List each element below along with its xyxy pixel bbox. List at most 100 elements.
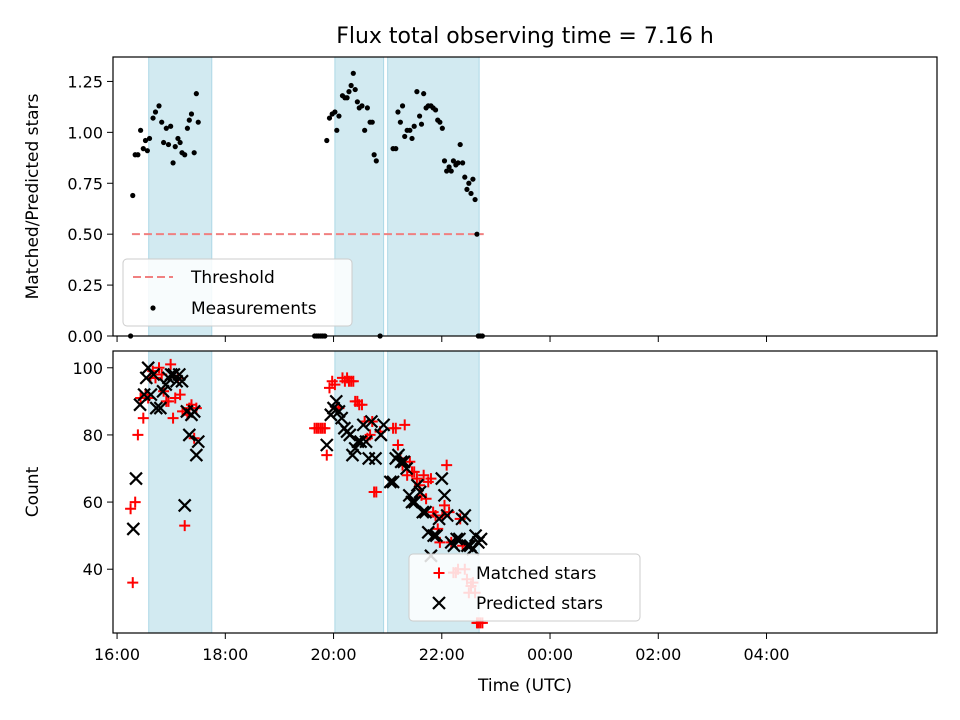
measurement-point <box>468 190 474 197</box>
predicted-star-point <box>320 438 334 452</box>
matched-star-point <box>399 419 411 431</box>
measurement-point <box>324 137 330 144</box>
matched-star-point <box>127 577 139 589</box>
matched-star-point <box>441 459 453 471</box>
measurement-point <box>448 168 454 174</box>
matched-star-point <box>438 499 450 511</box>
legend-matched-label: Matched stars <box>476 564 596 584</box>
measurement-point <box>175 135 181 142</box>
matched-star-point <box>321 449 333 461</box>
predicted-star-point <box>334 411 349 425</box>
predicted-star-point <box>374 428 388 442</box>
counts-y-axis-label: Count <box>23 466 43 517</box>
predicted-star-point <box>329 394 344 409</box>
counts-panel: 40 60 80 100 Count Matched stars Predicted s… <box>23 350 938 639</box>
measurement-point <box>437 119 443 125</box>
measurement-point <box>421 91 427 97</box>
matched-star-point <box>411 473 423 485</box>
y-tick-label: 0.75 <box>67 174 103 193</box>
y-tick-label: 60 <box>83 493 103 512</box>
measurement-point <box>326 115 333 121</box>
measurement-point <box>350 70 356 76</box>
measurement-point <box>159 119 165 125</box>
legend-measurement-swatch <box>150 305 156 311</box>
matched-star-point <box>153 362 165 374</box>
predicted-star-point <box>432 596 446 610</box>
measurement-points <box>127 70 485 339</box>
counts-plot-frame <box>112 350 938 634</box>
measurement-point <box>450 158 457 164</box>
predicted-star-point <box>416 505 430 519</box>
predicted-star-point <box>356 418 371 432</box>
y-tick-label: 80 <box>83 426 103 445</box>
predicted-star-point <box>177 498 192 513</box>
counts-y-axis: 40 60 80 100 <box>72 359 768 639</box>
predicted-star-point <box>187 404 201 419</box>
time-x-axis: 16:00 18:00 20:00 22:00 00:00 02:00 04:00 <box>94 645 790 664</box>
ratio-y-axis: 0.00 0.25 0.50 0.75 1.00 1.25 <box>67 72 768 346</box>
x-tick-label: 02:00 <box>635 645 681 664</box>
measurement-point <box>362 127 368 133</box>
measurement-point <box>168 123 174 129</box>
y-tick-label: 1.25 <box>67 72 103 91</box>
predicted-star-point <box>182 428 197 442</box>
measurement-point <box>462 174 468 180</box>
x-tick-label: 00:00 <box>527 645 573 664</box>
predicted-star-point <box>405 495 419 509</box>
predicted-star-point <box>359 434 373 449</box>
predicted-star-point <box>474 532 488 546</box>
predicted-star-point <box>432 512 446 526</box>
matched-star-point <box>329 379 341 391</box>
predicted-star-point <box>440 508 454 523</box>
measurement-point <box>135 152 141 158</box>
matched-star-point <box>132 429 144 441</box>
measurement-point <box>130 192 136 199</box>
measurement-point <box>150 115 156 121</box>
matched-star-point <box>179 520 191 532</box>
measurement-point <box>165 141 172 148</box>
measurement-point <box>464 186 470 192</box>
measurement-point <box>395 109 401 115</box>
matched-star-point <box>319 422 331 434</box>
matched-star-point <box>370 486 382 498</box>
measurement-point <box>397 119 403 125</box>
matched-star-point <box>390 422 402 434</box>
measurement-point <box>444 168 450 174</box>
predicted-star-point <box>126 522 141 536</box>
predicted-star-point <box>383 475 398 489</box>
measurement-point <box>470 176 476 182</box>
measurement-point <box>407 127 413 133</box>
measurement-point <box>344 95 350 101</box>
predicted-star-point <box>133 397 147 412</box>
measurement-point <box>393 146 399 152</box>
measurement-point <box>346 89 352 95</box>
predicted-star-point <box>418 505 433 519</box>
ratio-y-axis-label: Matched/Predicted stars <box>23 93 43 299</box>
legend-threshold-label: Threshold <box>190 268 275 288</box>
measurement-point <box>359 103 365 109</box>
predicted-star-point <box>146 367 161 382</box>
matched-star-point <box>356 399 368 411</box>
predicted-star-point <box>435 471 449 486</box>
ratio-plot-frame <box>112 56 938 337</box>
measurement-point <box>156 103 162 109</box>
measurement-point <box>460 160 466 166</box>
measurement-point <box>142 137 149 144</box>
measurement-point <box>446 164 452 170</box>
matched-star-point <box>425 473 437 485</box>
ratio-panel: 0.00 0.25 0.50 0.75 1.00 1.25 Matched/Predict… <box>23 56 938 346</box>
measurement-point <box>457 141 463 148</box>
measurement-point <box>411 123 417 129</box>
predicted-star-point <box>386 475 400 489</box>
predicted-star-point <box>407 495 422 509</box>
predicted-star-point <box>189 448 204 462</box>
matched-star-point <box>392 439 404 451</box>
measurement-point <box>352 86 358 93</box>
measurement-point <box>161 139 167 146</box>
measurement-point <box>348 82 354 89</box>
legend-predicted-label: Predicted stars <box>476 594 603 614</box>
measurement-point <box>373 158 379 164</box>
observing-window-band <box>387 56 480 337</box>
predicted-star-point <box>353 434 368 449</box>
predicted-star-point <box>426 528 441 543</box>
